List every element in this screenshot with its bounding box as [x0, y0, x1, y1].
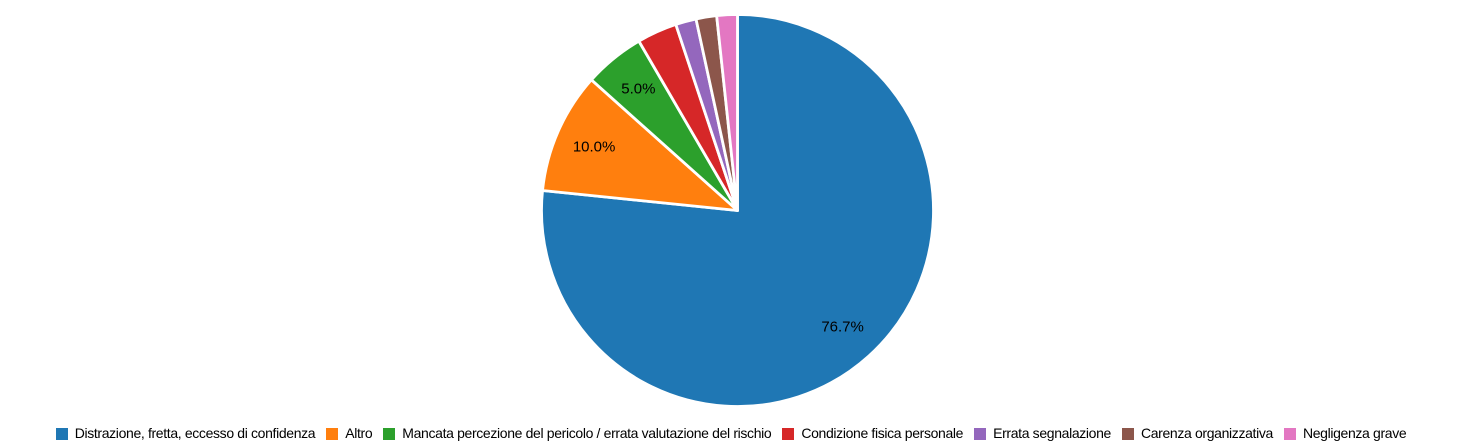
pct-label-1: 76.7% — [821, 318, 864, 335]
legend-item-3[interactable]: Mancata percezione del pericolo / errata… — [383, 425, 772, 441]
legend-item-1[interactable]: Distrazione, fretta, eccesso di confiden… — [55, 425, 316, 441]
legend-item-4[interactable]: Condizione fisica personale — [782, 425, 964, 441]
pie-slice-7[interactable] — [715, 13, 739, 212]
legend-swatch-icon — [55, 427, 68, 440]
pct-label-3: 5.0% — [621, 81, 655, 98]
legend-label: Distrazione, fretta, eccesso di confiden… — [74, 425, 316, 441]
legend-label: Negligenza grave — [1302, 425, 1407, 441]
legend-label: Altro — [345, 425, 373, 441]
legend-swatch-icon — [974, 427, 987, 440]
legend-item-6[interactable]: Carenza organizzativa — [1121, 425, 1273, 441]
chart-legend: Distrazione, fretta, eccesso di confiden… — [0, 425, 1462, 441]
pct-label-2: 10.0% — [573, 139, 616, 156]
legend-swatch-icon — [782, 427, 795, 440]
legend-item-2[interactable]: Altro — [326, 425, 373, 441]
pie-slice-1[interactable] — [540, 13, 935, 408]
legend-item-5[interactable]: Errata segnalazione — [974, 425, 1111, 441]
legend-swatch-icon — [1121, 427, 1134, 440]
legend-item-7[interactable]: Negligenza grave — [1283, 425, 1407, 441]
legend-label: Condizione fisica personale — [801, 425, 964, 441]
pie-slice-2[interactable] — [541, 78, 739, 212]
legend-swatch-icon — [1283, 427, 1296, 440]
legend-label: Carenza organizzativa — [1140, 425, 1273, 441]
legend-label: Mancata percezione del pericolo / errata… — [402, 425, 772, 441]
legend-swatch-icon — [383, 427, 396, 440]
legend-label: Errata segnalazione — [993, 425, 1111, 441]
legend-swatch-icon — [326, 427, 339, 440]
